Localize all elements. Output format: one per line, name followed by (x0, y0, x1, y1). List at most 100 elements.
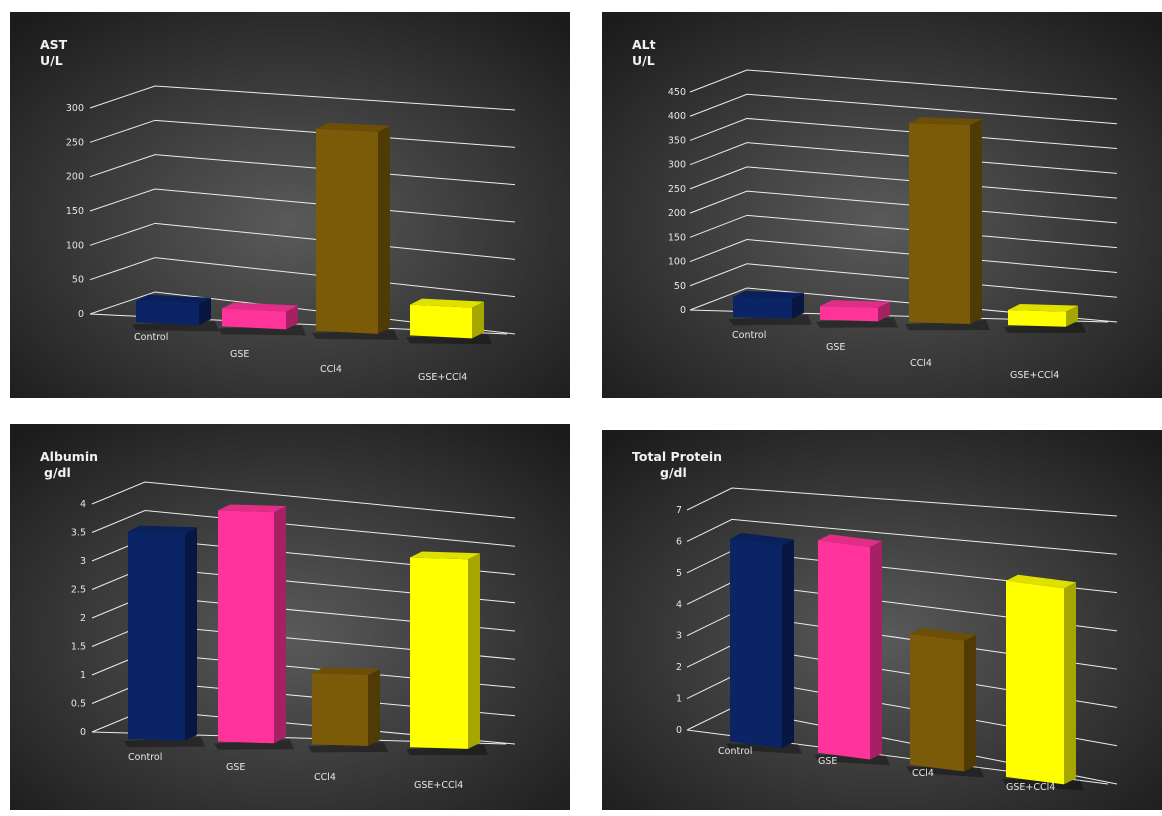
x-category-label: GSE+CCl4 (1006, 782, 1055, 793)
bar-side (970, 119, 982, 325)
x-category-label: GSE (818, 756, 837, 767)
bar-top (128, 525, 197, 534)
gridline (91, 481, 516, 519)
x-category-label: CCl4 (912, 768, 934, 779)
y-tick-label: 7 (676, 505, 682, 516)
bar-top (909, 117, 982, 126)
y-tick-label: 0 (80, 727, 86, 738)
bar-front (730, 538, 782, 749)
gridline (91, 509, 516, 547)
y-tick-label: 0 (78, 309, 84, 320)
chart-title: Albumin (40, 449, 98, 464)
x-category-label: GSE (826, 342, 845, 353)
gridline (689, 93, 1118, 125)
gridline (689, 214, 1118, 249)
bar-side (870, 541, 882, 760)
y-tick-label: 4 (676, 599, 682, 610)
bar-alt-control (729, 291, 812, 326)
y-tick-label: 0.5 (71, 699, 86, 710)
bar-front (136, 300, 199, 326)
y-tick-label: 50 (674, 281, 686, 292)
bar-side (199, 297, 211, 326)
chart-title: ALt (632, 37, 656, 52)
bar-top (136, 294, 211, 304)
y-tick-label: 200 (668, 208, 686, 219)
y-tick-label: 100 (668, 257, 686, 268)
bar-top (730, 532, 794, 546)
chart-svg-albumin: 0 0.5 1 1.5 2 2.5 3 3.5 4 Control GSE CCl4 GSE+CCl4 A… (10, 424, 570, 810)
bar-side (964, 634, 976, 772)
y-tick-label: 0 (676, 725, 682, 736)
x-category-label: GSE+CCl4 (1010, 370, 1059, 381)
x-category-label: GSE (226, 762, 245, 773)
y-tick-label: 5 (676, 568, 682, 579)
y-tick-label: 4 (80, 499, 86, 510)
bar-front (818, 540, 870, 760)
y-tick-label: 150 (66, 206, 84, 217)
bar-front (909, 123, 970, 325)
bar-top (410, 298, 484, 308)
x-category-label: GSE+CCl4 (414, 780, 463, 791)
y-tick-label: 2 (676, 662, 682, 673)
y-tick-label: 1 (676, 694, 682, 705)
bar-front (733, 297, 792, 319)
bar-side (378, 125, 390, 334)
bar-ast-ccl4 (312, 122, 398, 340)
bar-albumin-ccl4 (308, 667, 388, 753)
chart-title: Total Protein (632, 449, 722, 464)
bar-side (792, 292, 804, 319)
bar-total-protein-gse-ccl4 (1002, 574, 1084, 791)
gridline (689, 117, 1118, 150)
chart-svg-total-protein: 0 1 2 3 4 5 6 7 Control GSE CCl4 GSE+CCl4 Total Prot… (602, 430, 1162, 810)
chart-unit-label: g/dl (660, 465, 687, 480)
y-tick-label: 250 (668, 184, 686, 195)
gridline (89, 291, 516, 335)
bar-total-protein-ccl4 (906, 627, 984, 778)
bar-side (878, 301, 890, 322)
bar-front (312, 673, 368, 746)
chart-unit-label: g/dl (44, 465, 71, 480)
bar-top (312, 667, 380, 675)
bar-side (472, 301, 484, 339)
bar-ast-gse (218, 302, 306, 336)
gridline (89, 119, 516, 148)
gridline (686, 518, 1118, 555)
y-tick-label: 3 (80, 556, 86, 567)
y-tick-label: 300 (66, 103, 84, 114)
bar-front (128, 531, 185, 741)
bar-side (782, 539, 794, 749)
y-tick-label: 2 (80, 613, 86, 624)
bar-front (910, 633, 964, 772)
gridline (686, 487, 1118, 517)
chart-title: AST (40, 37, 68, 52)
x-category-label: GSE+CCl4 (418, 372, 467, 383)
chart-svg-ast: 0 50 100 150 200 250 300 Control GSE CCl4 GSE+CCl4… (10, 12, 570, 398)
bar-alt-gse-ccl4 (1004, 304, 1086, 334)
gridline (89, 154, 516, 186)
gridline (689, 190, 1118, 224)
bar-side (274, 506, 286, 744)
gridline (89, 222, 516, 260)
bar-top (910, 627, 976, 641)
chart-unit-label: U/L (40, 53, 63, 68)
x-category-label: Control (128, 752, 162, 763)
y-tick-label: 50 (72, 275, 84, 286)
bar-top (818, 534, 882, 548)
bar-front (410, 557, 468, 749)
y-tick-label: 250 (66, 137, 84, 148)
y-tick-label: 3 (676, 631, 682, 642)
bar-front (1006, 580, 1064, 785)
y-tick-label: 200 (66, 172, 84, 183)
bar-front (218, 510, 274, 744)
bar-front (820, 306, 878, 322)
y-tick-label: 3.5 (71, 528, 86, 539)
bar-total-protein-control (726, 532, 802, 755)
gridline (689, 287, 1118, 323)
bar-albumin-gse (214, 504, 294, 750)
bar-ast-gse-ccl4 (406, 298, 492, 345)
chart-background (602, 12, 1162, 398)
bar-front (1008, 310, 1066, 327)
bar-albumin-gse-ccl4 (406, 551, 488, 756)
bar-ast-control (132, 294, 219, 332)
bar-top (1008, 304, 1078, 312)
